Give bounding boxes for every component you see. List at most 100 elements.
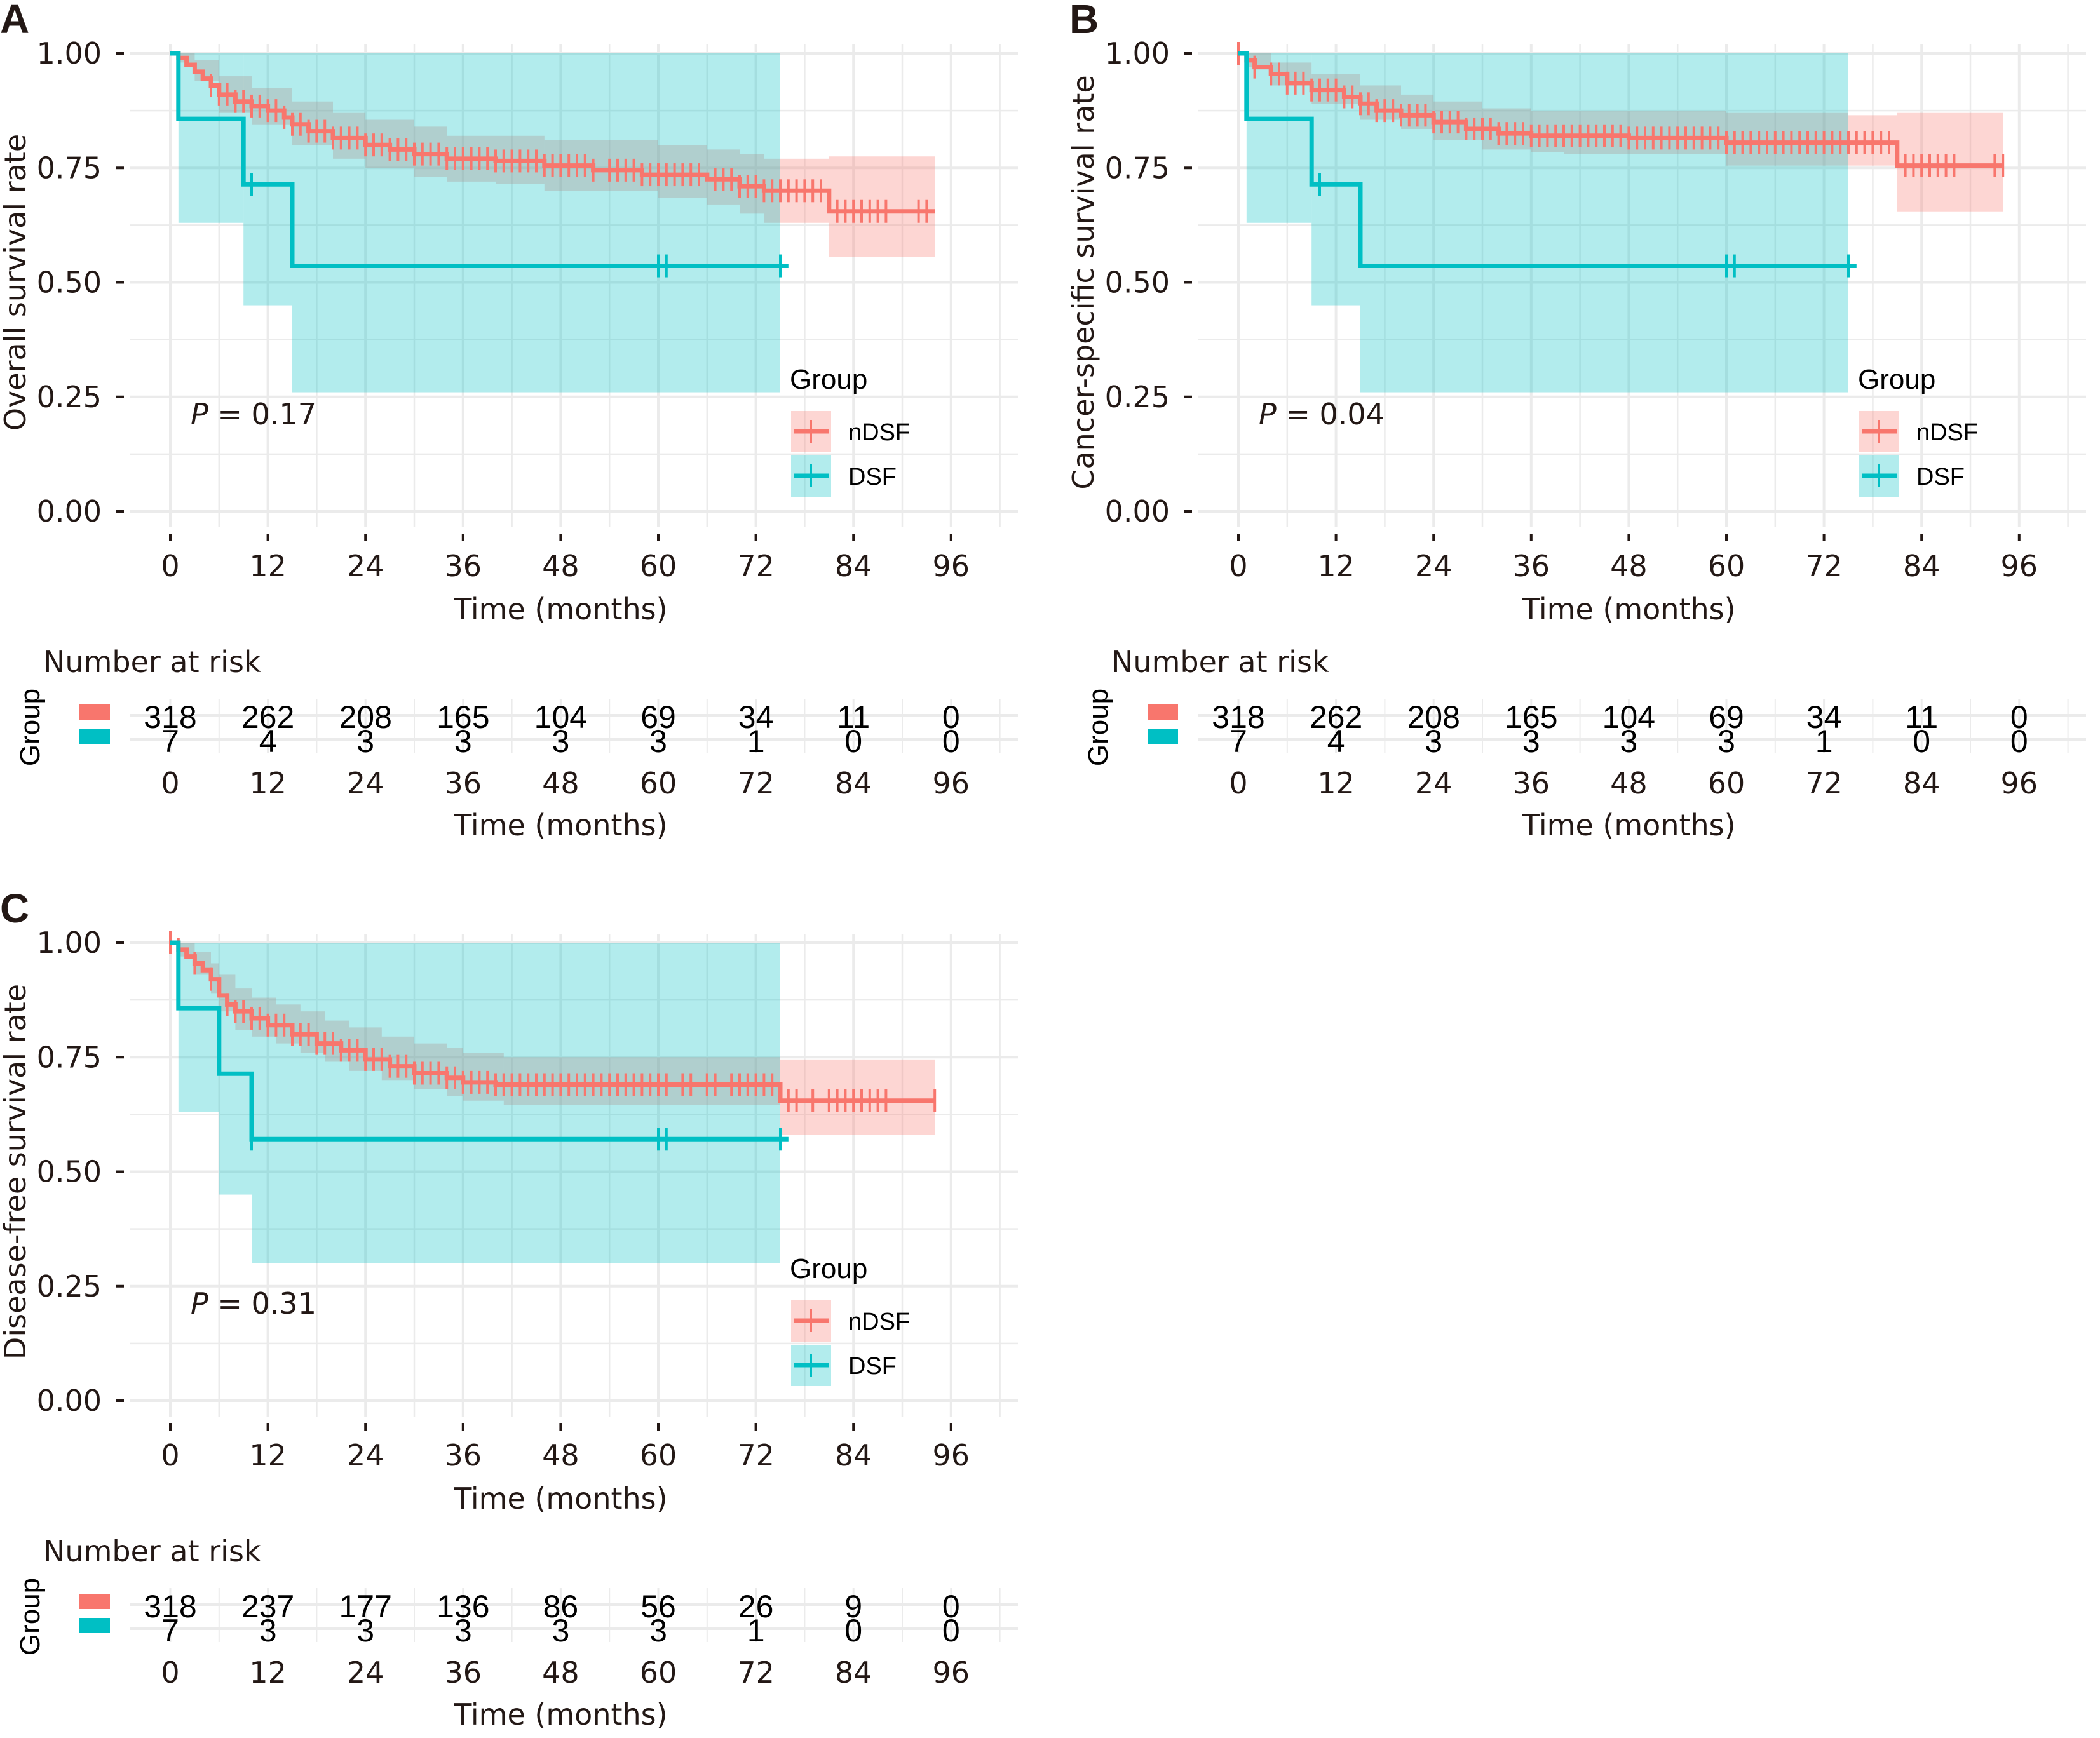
risk-count: 262	[241, 699, 294, 735]
ci-segment	[292, 53, 780, 393]
risk-count: 3	[454, 1613, 472, 1648]
ci-segment	[740, 154, 764, 214]
panel-c: C 0.00 0.25 0.50 0.75 1.00 0 12 24 36 48 60 72 84 96 Ti…	[0, 886, 1018, 1732]
risk-x-tick-label: 36	[1513, 766, 1550, 800]
x-tick-label: 60	[1708, 549, 1745, 583]
legend-title: Group	[1858, 364, 1935, 395]
y-tick-label: 0.00	[1105, 494, 1170, 529]
dsf-censor-marks	[250, 173, 782, 278]
risk-count: 3	[649, 1613, 667, 1648]
risk-x-tick-label: 0	[1229, 766, 1247, 800]
risk-group-swatch-dsf	[79, 1618, 110, 1633]
ci-segment	[463, 1053, 504, 1101]
risk-x-axis-title: Time (months)	[453, 1697, 667, 1732]
risk-count: 69	[1709, 699, 1744, 735]
risk-x-tick-label: 24	[347, 766, 384, 800]
ci-segment	[1897, 112, 2003, 212]
x-tick-label: 84	[835, 1438, 872, 1472]
risk-x-tick-label: 72	[737, 766, 775, 800]
risk-x-tick-label: 12	[249, 766, 287, 800]
risk-count: 3	[1717, 724, 1735, 759]
risk-count: 69	[640, 699, 676, 735]
risk-x-tick-label: 60	[1708, 766, 1745, 800]
x-axis-title: Time (months)	[453, 592, 667, 626]
risk-count: 3	[356, 1613, 374, 1648]
risk-count: 56	[640, 1589, 676, 1624]
risk-count: 0	[942, 1589, 960, 1624]
x-tick-label: 72	[1805, 549, 1843, 583]
x-tick-label: 36	[445, 549, 482, 583]
risk-count: 318	[1212, 699, 1264, 735]
x-tick-label: 48	[542, 1438, 579, 1472]
risk-group-swatch-dsf	[1148, 729, 1178, 744]
risk-x-tick-label: 84	[835, 766, 872, 800]
y-tick-label: 0.50	[37, 1155, 102, 1189]
risk-count: 1	[747, 1613, 765, 1648]
risk-count: 7	[161, 724, 179, 759]
risk-x-tick-label: 36	[445, 766, 482, 800]
x-tick-label: 60	[640, 1438, 677, 1472]
risk-count: 0	[942, 724, 960, 759]
x-axis-title: Time (months)	[453, 1481, 667, 1516]
x-tick-label: 0	[161, 549, 179, 583]
dsf-ci-ribbon	[1246, 53, 1848, 393]
panel-label: A	[0, 0, 29, 42]
x-tick-label: 84	[835, 549, 872, 583]
risk-table-ylabel: Group	[15, 1578, 46, 1655]
y-tick-label: 0.00	[37, 494, 102, 529]
x-tick-label: 36	[445, 1438, 482, 1472]
ci-segment	[1726, 112, 1848, 166]
risk-x-tick-label: 60	[640, 1655, 677, 1690]
risk-count: 0	[2010, 699, 2028, 735]
legend-item-dsf: DSF	[791, 455, 897, 497]
y-tick-label: 0.25	[37, 1269, 102, 1304]
legend-title: Group	[790, 364, 867, 395]
risk-count: 3	[552, 1613, 569, 1648]
y-axis-title: Cancer-specific survival rate	[1066, 75, 1101, 489]
risk-x-axis-title: Time (months)	[1521, 808, 1735, 842]
y-tick-label: 0.50	[37, 266, 102, 300]
legend-label: DSF	[848, 464, 897, 490]
legend-item-ndsf: nDSF	[791, 411, 910, 452]
risk-group-swatch-dsf	[79, 729, 110, 744]
x-tick-label: 12	[1317, 549, 1355, 583]
risk-x-tick-label: 72	[737, 1655, 775, 1690]
legend-label: nDSF	[848, 1309, 910, 1335]
risk-x-tick-label: 48	[1610, 766, 1648, 800]
y-tick-label: 0.75	[1105, 151, 1170, 185]
risk-x-tick-label: 12	[249, 1655, 287, 1690]
risk-table-ylabel: Group	[1083, 689, 1114, 766]
risk-x-tick-label: 96	[933, 766, 970, 800]
dsf-survival-curve	[170, 51, 789, 269]
x-tick-label: 24	[347, 1438, 384, 1472]
ndsf-survival-curve	[170, 940, 935, 1103]
ci-segment	[219, 943, 252, 1195]
legend-label: DSF	[848, 1353, 897, 1380]
grid	[130, 44, 1018, 527]
x-tick-label: 96	[933, 549, 970, 583]
ci-segment	[325, 1020, 349, 1062]
risk-count: 262	[1310, 699, 1362, 735]
panel-b: B 0.00 0.25 0.50 0.75 1.00 0 12 24 36 48 60 72 84 96 Ti…	[1066, 0, 2086, 842]
x-tick-label: 60	[640, 549, 677, 583]
ci-segment	[300, 1011, 325, 1053]
risk-count: 86	[543, 1589, 579, 1624]
risk-count: 4	[1327, 724, 1345, 759]
risk-count: 3	[356, 724, 374, 759]
risk-x-tick-label: 84	[1903, 766, 1941, 800]
risk-group-swatch-ndsf	[79, 1594, 110, 1609]
dsf-survival-curve	[1238, 51, 1857, 269]
risk-count: 3	[649, 724, 667, 759]
y-tick-label: 1.00	[1105, 36, 1170, 71]
risk-count: 4	[259, 724, 277, 759]
ci-segment	[780, 1059, 935, 1135]
x-tick-label: 24	[347, 549, 384, 583]
risk-count: 3	[1522, 724, 1540, 759]
risk-count: 7	[161, 1613, 179, 1648]
risk-x-tick-label: 72	[1805, 766, 1843, 800]
risk-x-tick-label: 24	[1415, 766, 1453, 800]
